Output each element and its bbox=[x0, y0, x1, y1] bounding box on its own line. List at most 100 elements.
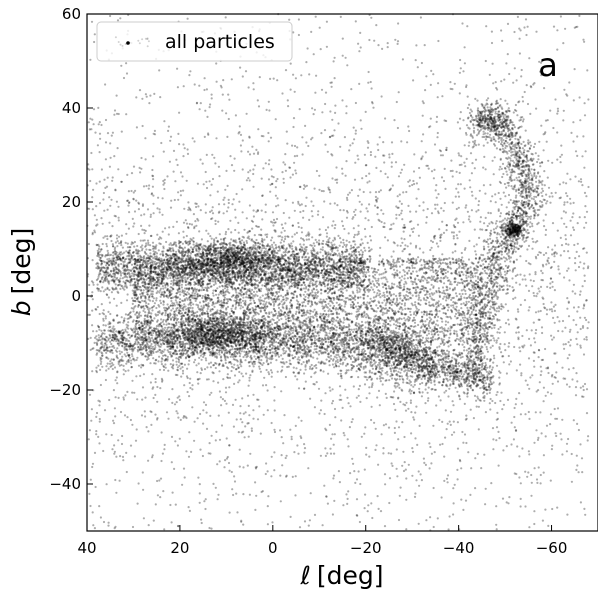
scatter-point bbox=[162, 245, 165, 248]
scatter-point bbox=[338, 355, 341, 358]
scatter-point bbox=[101, 242, 104, 246]
scatter-point bbox=[112, 259, 115, 263]
scatter-point bbox=[349, 247, 352, 250]
scatter-point bbox=[105, 262, 108, 265]
scatter-point bbox=[225, 258, 228, 261]
scatter-point bbox=[133, 346, 136, 350]
scatter-point bbox=[107, 329, 110, 332]
scatter-point bbox=[160, 318, 163, 321]
scatter-point bbox=[123, 260, 126, 263]
scatter-point bbox=[390, 364, 393, 367]
scatter-point bbox=[110, 358, 113, 361]
scatter-point bbox=[141, 247, 144, 250]
scatter-point bbox=[183, 363, 186, 366]
scatter-point bbox=[105, 271, 108, 274]
scatter-point bbox=[240, 372, 243, 375]
scatter-point bbox=[378, 375, 382, 378]
scatter-point bbox=[321, 246, 324, 249]
scatter-point bbox=[222, 261, 225, 264]
scatter-point bbox=[430, 388, 433, 391]
scatter-point bbox=[381, 350, 384, 353]
scatter-point bbox=[315, 269, 318, 272]
scatter-point bbox=[370, 377, 373, 380]
scatter-point bbox=[366, 378, 369, 381]
scatter-point bbox=[142, 281, 145, 284]
scatter-point bbox=[211, 278, 214, 281]
scatter-point bbox=[268, 352, 272, 355]
scatter-point bbox=[143, 345, 146, 348]
scatter-point bbox=[100, 248, 103, 251]
scatter-point bbox=[275, 275, 278, 278]
scatter-point bbox=[347, 232, 350, 235]
scatter-point bbox=[274, 267, 277, 270]
scatter-point bbox=[207, 294, 210, 297]
scatter-point bbox=[105, 264, 108, 267]
scatter-point bbox=[106, 249, 109, 252]
scatter-point bbox=[330, 275, 333, 278]
scatter-point bbox=[137, 345, 140, 349]
scatter-point bbox=[135, 252, 138, 255]
scatter-point bbox=[121, 339, 125, 342]
scatter-point bbox=[426, 399, 430, 402]
scatter-point bbox=[257, 288, 260, 291]
scatter-point bbox=[364, 263, 367, 266]
scatter-point bbox=[303, 283, 306, 287]
scatter-point bbox=[207, 261, 210, 264]
scatter-point bbox=[234, 228, 237, 232]
scatter-point bbox=[279, 257, 283, 260]
scatter-point bbox=[355, 279, 358, 282]
scatter-point bbox=[105, 365, 108, 368]
scatter-point bbox=[251, 227, 254, 230]
scatter-point bbox=[133, 273, 136, 276]
scatter-point bbox=[117, 264, 120, 267]
scatter-point bbox=[124, 282, 127, 285]
scatter-point bbox=[162, 368, 166, 372]
scatter-point bbox=[193, 262, 196, 265]
scatter-point bbox=[286, 346, 289, 349]
scatter-point bbox=[277, 278, 280, 281]
scatter-point bbox=[280, 238, 283, 241]
scatter-point bbox=[342, 241, 345, 244]
scatter-point bbox=[208, 297, 211, 300]
scatter-point bbox=[278, 258, 281, 262]
scatter-point bbox=[274, 270, 277, 273]
scatter-point bbox=[327, 372, 330, 375]
scatter-point bbox=[114, 272, 117, 275]
scatter-point bbox=[398, 367, 401, 370]
scatter-point bbox=[299, 368, 302, 371]
scatter-point bbox=[293, 255, 296, 258]
scatter-point bbox=[298, 348, 301, 351]
scatter-point bbox=[190, 261, 193, 264]
scatter-point bbox=[364, 326, 367, 329]
scatter-point bbox=[345, 245, 348, 248]
scatter-point bbox=[196, 371, 199, 374]
scatter-point bbox=[258, 267, 261, 270]
scatter-point bbox=[290, 254, 293, 257]
scatter-point bbox=[167, 254, 170, 257]
scatter-point bbox=[135, 264, 138, 267]
scatter-point bbox=[105, 245, 108, 248]
scatter-point bbox=[198, 266, 201, 269]
scatter-point bbox=[423, 377, 426, 380]
scatter-point bbox=[112, 254, 115, 257]
scatter-point bbox=[248, 270, 251, 273]
scatter-point bbox=[181, 268, 184, 271]
scatter-point bbox=[95, 353, 98, 356]
scatter-point bbox=[131, 297, 134, 300]
scatter-point bbox=[219, 270, 222, 273]
scatter-point bbox=[229, 276, 232, 280]
scatter-point bbox=[272, 287, 275, 290]
scatter-point bbox=[325, 358, 328, 361]
scatter-point bbox=[106, 262, 109, 265]
scatter-point bbox=[130, 334, 133, 337]
scatter-point bbox=[363, 246, 366, 249]
scatter-point bbox=[251, 272, 254, 275]
scatter-point bbox=[143, 280, 146, 283]
scatter-point bbox=[281, 274, 284, 277]
scatter-point bbox=[139, 374, 142, 377]
scatter-point bbox=[156, 273, 159, 276]
scatter-point bbox=[316, 357, 319, 360]
scatter-point bbox=[329, 245, 332, 248]
scatter-point bbox=[299, 243, 302, 246]
